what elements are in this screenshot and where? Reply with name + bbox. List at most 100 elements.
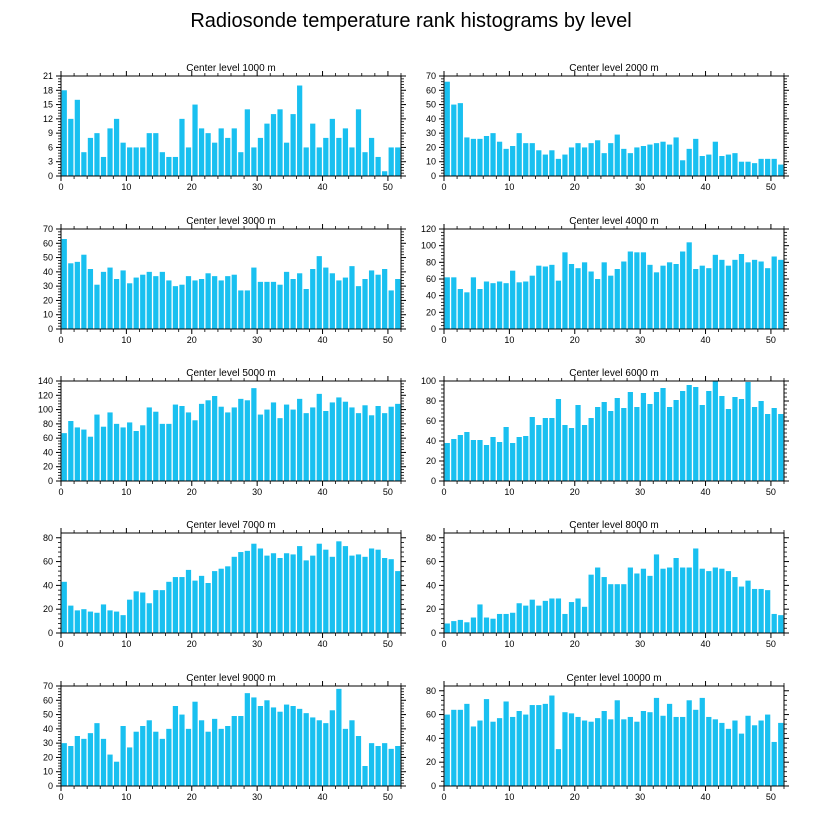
x-tick-label: 0 [58, 792, 63, 802]
bar [205, 273, 211, 329]
x-tick-label: 40 [318, 639, 328, 649]
bar [588, 143, 594, 176]
chart-title: Center level 4000 m [569, 216, 659, 227]
bar [100, 738, 107, 786]
x-tick-label: 0 [58, 639, 63, 649]
bar [310, 269, 316, 329]
bar [647, 712, 653, 786]
bar [218, 406, 224, 481]
bar [375, 746, 381, 786]
y-tick-label: 0 [431, 628, 436, 638]
bar [205, 583, 211, 633]
bar [342, 277, 349, 329]
bar [457, 289, 463, 329]
y-tick-label: 20 [426, 307, 436, 317]
x-tick-label: 50 [766, 335, 776, 345]
bar [529, 275, 535, 329]
bar [264, 281, 270, 329]
x-tick-label: 0 [441, 792, 446, 802]
bar [660, 568, 666, 633]
bar [725, 728, 732, 786]
y-tick-label: 3 [48, 157, 53, 167]
y-tick-label: 80 [426, 396, 436, 406]
bar [549, 150, 555, 176]
bar [523, 143, 529, 176]
bar [94, 414, 100, 481]
bar [166, 156, 172, 176]
bar [74, 99, 80, 176]
bar [778, 259, 784, 329]
bar [771, 741, 777, 786]
bar [595, 718, 601, 786]
x-tick-label: 40 [318, 487, 328, 497]
bar [575, 268, 581, 329]
bar [87, 137, 94, 176]
bar [653, 554, 660, 633]
bar [342, 546, 349, 633]
bar [634, 147, 640, 176]
y-tick-label: 80 [426, 533, 436, 543]
bar [627, 392, 633, 481]
bar [120, 615, 126, 633]
bar [536, 425, 542, 481]
bar [464, 432, 470, 481]
bar [277, 711, 283, 786]
bar [362, 279, 368, 329]
bar [290, 279, 296, 329]
bar [94, 612, 100, 633]
bar [74, 736, 80, 786]
y-tick-label: 70 [43, 224, 53, 234]
bar [483, 136, 490, 176]
bar [225, 566, 231, 633]
bar [608, 143, 614, 176]
x-tick-label: 20 [570, 335, 580, 345]
bar [712, 381, 718, 481]
bar [706, 716, 712, 786]
bar [107, 610, 113, 633]
bar [765, 158, 771, 176]
bar [542, 266, 548, 329]
x-tick-label: 50 [383, 487, 393, 497]
bar [601, 153, 607, 176]
x-tick-label: 40 [318, 792, 328, 802]
chart-title: Center level 9000 m [186, 673, 276, 684]
bar [706, 391, 712, 481]
bar [81, 429, 87, 481]
bar [666, 567, 673, 633]
bar [395, 279, 401, 329]
y-tick-label: 10 [426, 157, 436, 167]
bar [699, 156, 705, 176]
bar [706, 571, 712, 633]
figure-title: Radiosonde temperature rank histograms b… [190, 10, 632, 32]
bar [127, 747, 133, 786]
bar [192, 580, 198, 633]
y-tick-label: 9 [48, 128, 53, 138]
bar [355, 413, 362, 481]
bar [542, 418, 548, 481]
bar [745, 580, 751, 633]
bar [107, 267, 113, 329]
bar [316, 720, 322, 786]
bar [192, 280, 198, 329]
bar [536, 150, 542, 176]
x-tick-label: 40 [701, 487, 711, 497]
y-tick-label: 40 [43, 267, 53, 277]
bar [732, 397, 738, 481]
bar [140, 147, 146, 176]
bar [529, 417, 535, 481]
bar [283, 704, 290, 786]
bar [608, 275, 614, 329]
bar [172, 706, 179, 786]
x-tick-label: 30 [635, 487, 645, 497]
bar [542, 154, 548, 176]
bar [536, 265, 542, 329]
bar [647, 264, 653, 329]
bar [660, 388, 666, 481]
bar [470, 617, 477, 633]
chart-panel-6: Center level 7000 m 0 20 40 60 80 0 10 20 30 40 50 [43, 520, 406, 649]
y-tick-label: 0 [431, 324, 436, 334]
y-tick-label: 30 [426, 128, 436, 138]
bar [153, 590, 159, 633]
bar [653, 392, 660, 481]
bar [355, 286, 362, 329]
